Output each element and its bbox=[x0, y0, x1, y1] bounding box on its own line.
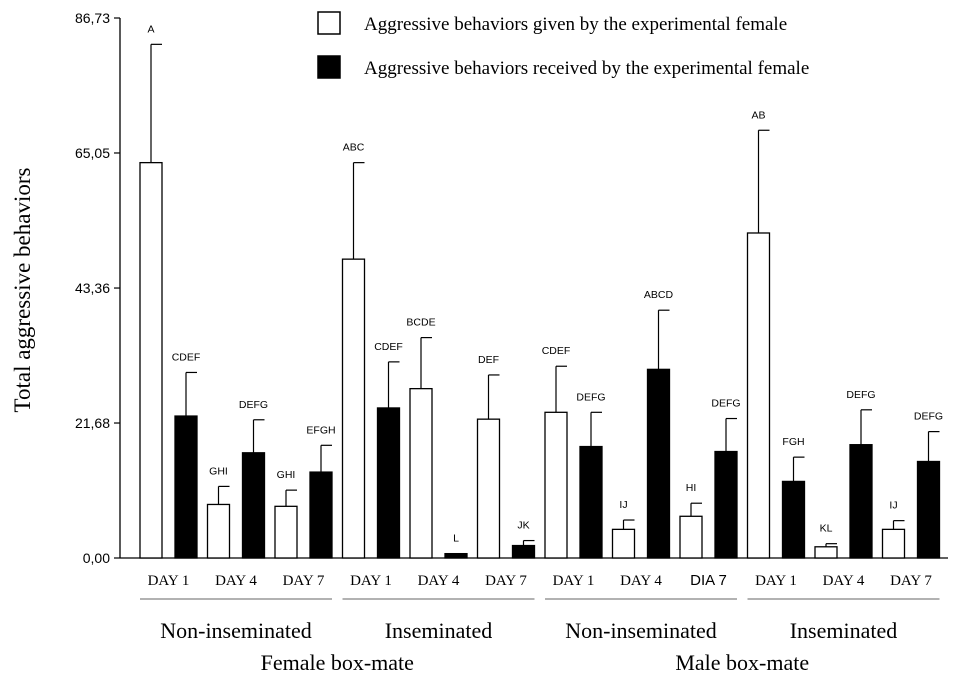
bar-given bbox=[679, 515, 703, 559]
y-tick-label: 43,36 bbox=[75, 280, 110, 296]
significance-letters-received: DEFG bbox=[239, 399, 268, 411]
y-axis-label: Total aggressive behaviors bbox=[10, 167, 35, 412]
bar-given bbox=[341, 258, 366, 559]
bar-given bbox=[206, 503, 231, 559]
group-label: Female box-mate bbox=[261, 650, 414, 675]
bar-given bbox=[139, 161, 163, 559]
x-axis-labels: DAY 1 DAY 4 DAY 7 Non-inseminated DAY 1 DAY 4… bbox=[140, 572, 940, 675]
significance-letters-given: HI bbox=[686, 482, 697, 494]
bar-given bbox=[544, 411, 568, 559]
legend-swatch-given bbox=[317, 11, 341, 35]
group-label: Male box-mate bbox=[675, 650, 809, 675]
significance-letters-given: GHI bbox=[209, 465, 228, 477]
bar-received bbox=[849, 444, 873, 559]
day-label: DIA 7 bbox=[690, 572, 727, 589]
significance-letters-received: DEFG bbox=[576, 391, 605, 403]
y-tick-label: 65,05 bbox=[75, 145, 110, 161]
subgroup-label: Inseminated bbox=[790, 618, 898, 643]
significance-letters-given: GHI bbox=[277, 469, 296, 481]
day-label: DAY 1 bbox=[755, 573, 797, 589]
y-tick-label: 86,73 bbox=[75, 10, 110, 26]
significance-letters-given: CDEF bbox=[542, 345, 571, 357]
day-label: DAY 4 bbox=[215, 573, 257, 589]
significance-letters-received: DEFG bbox=[914, 411, 943, 423]
day-label: DAY 7 bbox=[890, 573, 932, 589]
bar-received bbox=[309, 471, 333, 559]
bar-received bbox=[916, 460, 941, 559]
bar-received bbox=[781, 480, 806, 559]
significance-letters-given: KL bbox=[820, 523, 833, 535]
legend-label-given: Aggressive behaviors given by the experi… bbox=[364, 14, 787, 35]
significance-letters-received: DEFG bbox=[846, 389, 875, 401]
day-label: DAY 7 bbox=[485, 573, 527, 589]
significance-letters-received: JK bbox=[517, 520, 529, 532]
bar-received bbox=[579, 445, 603, 559]
day-label: DAY 4 bbox=[418, 573, 460, 589]
bar-given bbox=[881, 528, 906, 559]
significance-letters-given: ABC bbox=[343, 142, 365, 154]
day-label: DAY 1 bbox=[350, 573, 392, 589]
bar-received bbox=[714, 450, 738, 559]
bar-received bbox=[241, 452, 266, 559]
bar-given bbox=[746, 232, 771, 559]
day-label: DAY 1 bbox=[553, 573, 595, 589]
significance-letters-received: FGH bbox=[782, 436, 804, 448]
day-label: DAY 4 bbox=[620, 573, 662, 589]
bar-received bbox=[646, 368, 671, 559]
subgroup-label: Inseminated bbox=[385, 618, 493, 643]
bar-received bbox=[444, 552, 468, 559]
significance-letters-given: A bbox=[147, 23, 154, 35]
y-tick-label: 0,00 bbox=[83, 550, 110, 566]
significance-letters-given: DEF bbox=[478, 354, 499, 366]
significance-letters-received: CDEF bbox=[374, 341, 403, 353]
significance-letters-received: CDEF bbox=[172, 351, 201, 363]
significance-letters-given: AB bbox=[751, 109, 765, 121]
legend-swatch-received bbox=[317, 55, 341, 79]
day-label: DAY 7 bbox=[283, 573, 325, 589]
bar-received bbox=[376, 407, 401, 559]
significance-letters-given: IJ bbox=[619, 499, 627, 511]
subgroup-label: Non-inseminated bbox=[160, 618, 312, 643]
bar-given bbox=[611, 528, 636, 559]
bar-received bbox=[511, 544, 536, 559]
legend-label-received: Aggressive behaviors received by the exp… bbox=[364, 58, 809, 79]
significance-letters-given: IJ bbox=[889, 500, 897, 512]
significance-letters-received: DEFG bbox=[711, 398, 740, 410]
bar-received bbox=[174, 415, 198, 559]
bars: ACDEFGHIDEFGGHIEFGHABCCDEFBCDELDEFJKCDEF… bbox=[139, 23, 943, 559]
day-label: DAY 4 bbox=[823, 573, 865, 589]
bar-given bbox=[409, 387, 433, 559]
bar-given bbox=[274, 505, 298, 559]
significance-letters-received: ABCD bbox=[644, 289, 674, 301]
y-tick-label: 21,68 bbox=[75, 415, 110, 431]
significance-letters-given: BCDE bbox=[406, 317, 435, 329]
significance-letters-received: L bbox=[453, 533, 459, 545]
day-label: DAY 1 bbox=[148, 573, 190, 589]
bar-given bbox=[814, 546, 838, 559]
significance-letters-received: EFGH bbox=[306, 424, 335, 436]
subgroup-label: Non-inseminated bbox=[565, 618, 717, 643]
axes: 0,00 21,68 43,36 65,05 86,73 bbox=[75, 10, 948, 566]
legend: Aggressive behaviors given by the experi… bbox=[317, 11, 809, 79]
bar-given bbox=[476, 418, 501, 559]
